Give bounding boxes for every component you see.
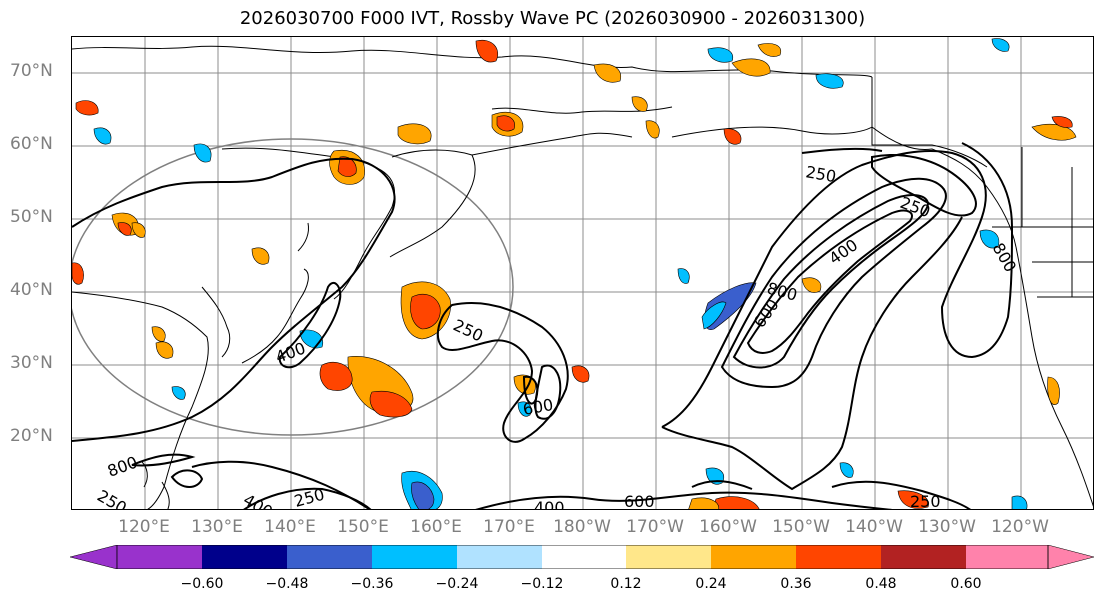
colorbar-tick-label: 0.60 (950, 576, 982, 592)
colorbar-bin (372, 545, 457, 569)
lon-label-150e: 150°E (337, 517, 389, 537)
colorbar-extend-high (1047, 545, 1095, 569)
lat-label-70: 70°N (10, 61, 53, 81)
lon-label-130w: 130°W (918, 517, 976, 537)
colorbar-tick-label: −0.24 (435, 576, 479, 592)
colorbar-bin (117, 545, 202, 569)
rossby-radius-circle (72, 138, 514, 436)
colorbar-outline (116, 545, 1049, 569)
colorbar-bin (287, 545, 372, 569)
contour-label: 250 (450, 315, 486, 345)
lat-label-60: 60°N (10, 134, 53, 154)
contour-label: 600 (624, 492, 655, 510)
lon-label-160w: 160°W (699, 517, 757, 537)
lon-label-120e: 120°E (118, 517, 170, 537)
lon-label-170e: 170°E (483, 517, 535, 537)
contour-label: 400 (534, 498, 565, 510)
colorbar-tick-label: 0.48 (865, 576, 897, 592)
colorbar-tick-label: −0.36 (350, 576, 394, 592)
colorbar-extend-low (70, 545, 118, 569)
colorbar-tick-label: 0.36 (780, 576, 812, 592)
colorbar-tick-label: 0.24 (695, 576, 727, 592)
contour-label: 250 (898, 193, 933, 221)
lat-label-50: 50°N (10, 207, 53, 227)
lon-label-180w: 180°W (553, 517, 611, 537)
colorbar-bin (881, 545, 966, 569)
lon-label-130e: 130°E (191, 517, 243, 537)
lon-label-170w: 170°W (626, 517, 684, 537)
colorbar-tick-label: −0.48 (265, 576, 309, 592)
lat-label-30: 30°N (10, 353, 53, 373)
map-panel: 250 400 600 800 250 400 250 400 600 250 … (71, 36, 1094, 510)
ivt-contours (72, 142, 1014, 509)
contour-label: 250 (94, 486, 130, 510)
contour-label: 250 (910, 492, 941, 510)
lon-label-140w: 140°W (845, 517, 903, 537)
colorbar-bin (542, 545, 626, 569)
lon-label-140e: 140°E (264, 517, 316, 537)
graticule (72, 37, 1093, 509)
colorbar-tick-label: −0.12 (520, 576, 564, 592)
contour-labels: 250 400 600 800 250 400 250 400 600 250 … (94, 162, 1020, 510)
colorbar-tick-label: 0.12 (610, 576, 642, 592)
colorbar-bin (202, 545, 287, 569)
colorbar (70, 545, 1095, 569)
colorbar-bin (711, 545, 796, 569)
contour-label: 800 (105, 452, 140, 480)
lon-label-160e: 160°E (410, 517, 462, 537)
colorbar-bin (626, 545, 711, 569)
map-canvas: 250 400 600 800 250 400 250 400 600 250 … (72, 37, 1093, 510)
colorbar-bin (966, 545, 1048, 569)
lon-label-120w: 120°W (991, 517, 1049, 537)
contour-label: 250 (292, 485, 326, 510)
coastlines (72, 45, 1093, 509)
colorbar-bin (796, 545, 881, 569)
colorbar-bin (457, 545, 542, 569)
chart-title: 2026030700 F000 IVT, Rossby Wave PC (202… (239, 8, 866, 29)
colorbar-tick-label: −0.60 (180, 576, 224, 592)
lon-label-150w: 150°W (772, 517, 830, 537)
contour-label: 400 (273, 338, 308, 366)
contour-label: 400 (240, 490, 276, 510)
anomaly-shading (72, 38, 1077, 509)
lat-label-40: 40°N (10, 280, 53, 300)
lat-label-20: 20°N (10, 426, 53, 446)
contour-label: 250 (804, 162, 837, 186)
